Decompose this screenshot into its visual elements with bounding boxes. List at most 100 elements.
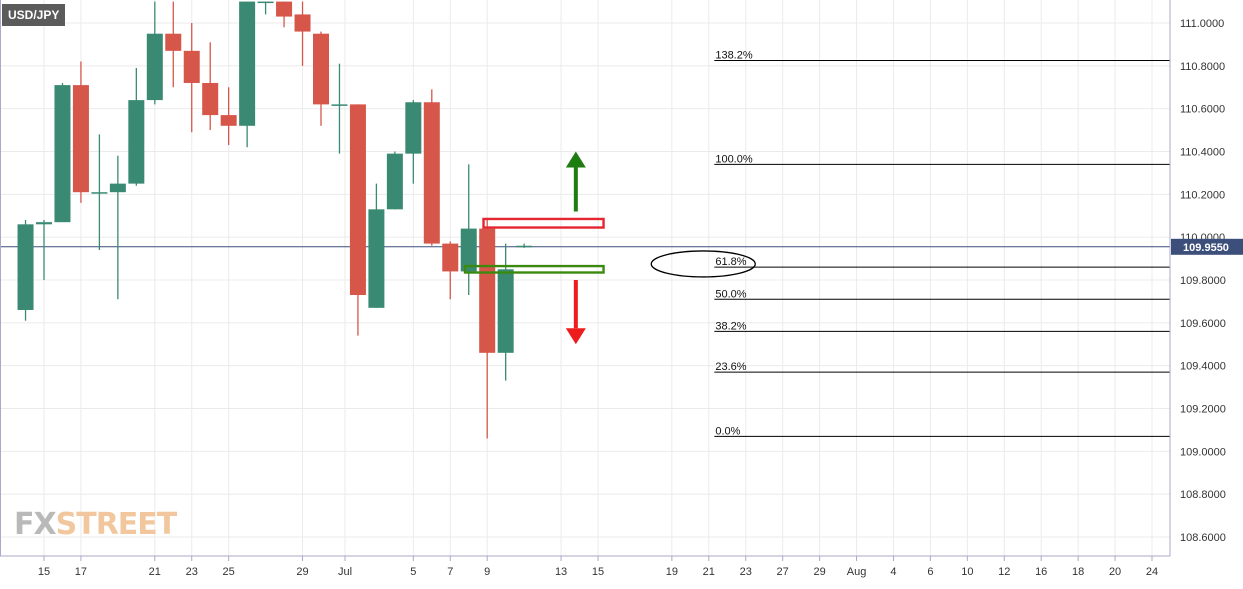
x-tick-label: Aug [847, 566, 867, 578]
current-price-label: 109.9550 [1183, 242, 1229, 254]
candle-up [386, 151, 403, 210]
candle-down [165, 1, 182, 88]
x-tick-label: 15 [38, 566, 50, 578]
candle-body [479, 228, 496, 353]
candle-body [368, 209, 385, 308]
arrow-up [565, 151, 586, 212]
candle-body [220, 115, 237, 126]
fibonacci-layer: 138.2% 100.0% 61.8% 50.0% 38.2% 23.6% 0.0% [0, 49, 1170, 437]
candle-body [17, 224, 34, 310]
candle-body [146, 33, 163, 101]
x-tick-label: 29 [813, 566, 825, 578]
candle-body [109, 183, 126, 193]
candle-down [479, 217, 496, 439]
candle-down [183, 23, 200, 133]
fib-label: 38.2% [715, 320, 746, 332]
candle-body [331, 104, 348, 106]
candle-down [349, 104, 366, 336]
arrow-head [565, 151, 586, 168]
candle-body [165, 33, 182, 51]
candle-body [239, 1, 256, 126]
arrow-down [565, 280, 586, 345]
x-tick-label: 15 [592, 566, 604, 578]
y-tick-label: 109.2000 [1180, 404, 1226, 416]
candle-body [386, 153, 403, 210]
candle-body [442, 243, 459, 272]
candle-body [349, 104, 366, 295]
x-tick-label: 13 [555, 566, 567, 578]
x-tick-label: 18 [1072, 566, 1084, 578]
x-tick-label: Jul [338, 566, 352, 578]
y-tick-label: 109.4000 [1180, 361, 1226, 373]
x-tick-label: 5 [410, 566, 416, 578]
candle-body [91, 192, 108, 194]
fib-label: 61.8% [715, 256, 746, 268]
candle-body [460, 228, 477, 272]
x-tick-label: 9 [484, 566, 490, 578]
current-price-tag: 109.9550 [1171, 238, 1243, 255]
x-tick-label: 23 [740, 566, 752, 578]
candle-down [442, 241, 459, 300]
candle-body [294, 14, 311, 32]
fib-label: 0.0% [715, 425, 740, 437]
candle-up [460, 164, 477, 295]
candle-up [17, 220, 34, 321]
candle-up [91, 134, 108, 251]
grid-layer [0, 0, 1170, 556]
candle-up [128, 67, 145, 186]
annotation-layer [463, 151, 756, 345]
candle-down [276, 1, 293, 28]
candle-down [294, 1, 311, 66]
x-tick-label: 29 [296, 566, 308, 578]
x-tick-label: 10 [961, 566, 973, 578]
candle-body [423, 102, 440, 244]
highlight-ellipse [650, 250, 756, 278]
candle-up [331, 63, 348, 154]
x-tick-label: 4 [890, 566, 896, 578]
x-tick-label: 6 [927, 566, 933, 578]
candle-body [202, 82, 219, 116]
x-tick-label: 21 [703, 566, 715, 578]
y-tick-label: 110.8000 [1180, 61, 1225, 73]
y-tick-label: 110.2000 [1180, 189, 1225, 201]
candle-body [183, 50, 200, 83]
candle-body [72, 85, 89, 193]
candle-up [54, 82, 71, 223]
candle-up [239, 1, 256, 148]
fib-label: 100.0% [715, 153, 753, 165]
x-tick-label: 20 [1109, 566, 1121, 578]
candle-down [423, 89, 440, 246]
fib-label: 138.2% [715, 49, 753, 61]
candle-down [313, 31, 329, 126]
y-tick-label: 109.0000 [1180, 446, 1226, 458]
current-price-tag-bg [1171, 238, 1243, 255]
zone-support [463, 264, 605, 274]
symbol-badge: USD/JPY [2, 4, 66, 26]
y-tick-label: 109.6000 [1180, 318, 1226, 330]
logo-part-street: STREET [55, 507, 178, 542]
candle-body [497, 269, 514, 353]
x-tick-label: 17 [75, 566, 87, 578]
candle-up [257, 1, 274, 15]
candle-down [202, 42, 219, 131]
arrow-head [565, 328, 586, 345]
fxstreet-logo: FXSTREET [14, 507, 178, 542]
candle-up [36, 220, 52, 280]
x-tick-label: 19 [666, 566, 678, 578]
candle-up [368, 183, 385, 308]
candle-body [276, 1, 293, 17]
y-tick-label: 110.6000 [1180, 104, 1225, 116]
x-tick-label: 12 [998, 566, 1010, 578]
candle-body [36, 222, 52, 225]
x-tick-label: 27 [777, 566, 789, 578]
candle-up [497, 243, 514, 381]
x-tick-label: 21 [149, 566, 161, 578]
y-tick-label: 109.8000 [1180, 275, 1226, 287]
candle-body [128, 100, 145, 184]
fib-label: 23.6% [715, 361, 746, 373]
x-tick-label: 23 [186, 566, 198, 578]
logo-part-fx: FX [14, 507, 57, 542]
